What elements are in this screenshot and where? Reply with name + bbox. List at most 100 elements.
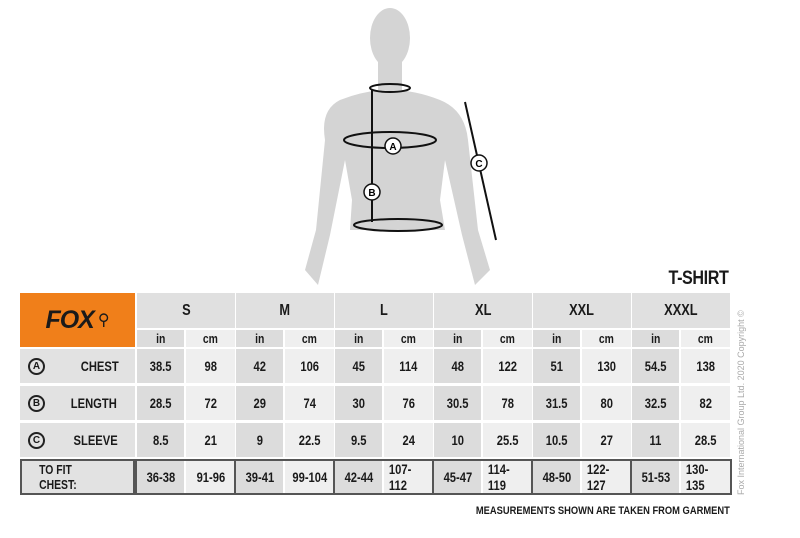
svg-text:B: B (368, 188, 375, 199)
value-in: 54.5 (632, 349, 679, 383)
size-header-XXL: XXL (533, 293, 631, 328)
value-cm: 98 (186, 349, 235, 383)
unit-in-text: in (254, 331, 265, 346)
value-cm-text: 72 (204, 395, 217, 411)
marker-c: C (470, 154, 488, 172)
unit-in-text: in (353, 331, 364, 346)
value-cm-text: 106 (300, 358, 319, 374)
value-cm: 78 (483, 386, 532, 420)
value-cm-text: 28.5 (694, 432, 717, 448)
value-cm: 24 (384, 423, 433, 457)
fit-in-text: 39-41 (245, 469, 274, 485)
fit-in-text: 42-44 (344, 469, 373, 485)
fit-in: 36-38 (137, 461, 184, 493)
marker-c-icon: C (28, 431, 45, 449)
value-in: 30 (335, 386, 382, 420)
value-in: 9.5 (335, 423, 382, 457)
garment-title: T-SHIRT (668, 268, 728, 289)
unit-cm: cm (582, 330, 631, 347)
fit-cm-text: 91-96 (196, 469, 225, 485)
svg-text:C: C (475, 159, 482, 170)
row-label-text: CHEST (80, 358, 119, 374)
value-in-text: 30.5 (446, 395, 469, 411)
value-cm: 80 (582, 386, 631, 420)
fit-in: 45-47 (434, 461, 481, 493)
value-in-text: 11 (649, 432, 662, 448)
value-cm: 76 (384, 386, 433, 420)
value-cm-text: 25.5 (496, 432, 519, 448)
marker-b: B (363, 183, 381, 201)
value-cm: 27 (582, 423, 631, 457)
value-in-text: 8.5 (152, 432, 169, 448)
value-in-text: 9 (256, 432, 263, 448)
body-measurement-figure: A B C (305, 8, 497, 285)
fit-cm: 122-127 (582, 461, 631, 493)
value-in-text: 51 (550, 358, 563, 374)
size-header-XXL-text: XXL (569, 301, 595, 319)
value-cm-text: 21 (204, 432, 217, 448)
size-header-XXXL: XXXL (632, 293, 730, 328)
value-in: 48 (434, 349, 481, 383)
size-header-M-text: M (279, 301, 291, 319)
unit-in: in (533, 330, 580, 347)
value-in-text: 10 (451, 432, 464, 448)
fit-in: 51-53 (632, 461, 679, 493)
value-cm-text: 80 (600, 395, 613, 411)
unit-cm: cm (384, 330, 433, 347)
fit-in: 42-44 (335, 461, 382, 493)
fit-in-text: 45-47 (443, 469, 472, 485)
fit-cm-text: 107-112 (388, 461, 412, 493)
fit-cm: 107-112 (384, 461, 433, 493)
value-in: 30.5 (434, 386, 481, 420)
value-in-text: 31.5 (545, 395, 568, 411)
copyright: Fox International Group Ltd. 2020 Copyri… (736, 310, 746, 495)
fit-in-text: 51-53 (641, 469, 670, 485)
fit-chest-label: TO FIT CHEST: (20, 459, 135, 495)
size-header-XL: XL (434, 293, 532, 328)
value-cm: 130 (582, 349, 631, 383)
fit-cm-text: 130-135 (685, 461, 709, 493)
value-cm: 138 (681, 349, 730, 383)
value-cm-text: 122 (498, 358, 517, 374)
unit-cm-text: cm (400, 331, 417, 346)
unit-cm: cm (483, 330, 532, 347)
fit-chest-text: TO FIT CHEST: (39, 462, 77, 492)
value-in: 42 (236, 349, 283, 383)
value-in-text: 30 (352, 395, 365, 411)
row-label-text: SLEEVE (73, 432, 118, 448)
value-in: 28.5 (137, 386, 184, 420)
size-header-L: L (335, 293, 433, 328)
value-in: 10.5 (533, 423, 580, 457)
value-cm-text: 24 (402, 432, 415, 448)
value-in-text: 48 (451, 358, 464, 374)
value-cm-text: 114 (399, 358, 418, 374)
value-in-text: 9.5 (350, 432, 367, 448)
row-label-sleeve: C SLEEVE (20, 423, 135, 457)
value-in-text: 38.5 (149, 358, 172, 374)
brand-wordmark: FOX (45, 305, 94, 334)
row-label-chest: A CHEST (20, 349, 135, 383)
marker-a-icon: A (28, 357, 45, 375)
value-in: 29 (236, 386, 283, 420)
row-label-text: LENGTH (71, 395, 118, 411)
value-cm: 28.5 (681, 423, 730, 457)
unit-in: in (236, 330, 283, 347)
value-cm: 82 (681, 386, 730, 420)
unit-in-text: in (452, 331, 463, 346)
fit-chest-box-XXXL (630, 459, 732, 495)
unit-in-text: in (155, 331, 166, 346)
unit-cm: cm (186, 330, 235, 347)
fit-in-text: 36-38 (146, 469, 175, 485)
value-in: 45 (335, 349, 382, 383)
value-in-text: 10.5 (545, 432, 568, 448)
value-in: 10 (434, 423, 481, 457)
unit-cm-text: cm (202, 331, 219, 346)
svg-text:A: A (389, 142, 396, 153)
value-in: 31.5 (533, 386, 580, 420)
fit-in: 48-50 (533, 461, 580, 493)
value-cm-text: 82 (699, 395, 712, 411)
size-header-L-text: L (380, 301, 388, 319)
fit-in: 39-41 (236, 461, 283, 493)
value-cm: 72 (186, 386, 235, 420)
value-cm: 122 (483, 349, 532, 383)
